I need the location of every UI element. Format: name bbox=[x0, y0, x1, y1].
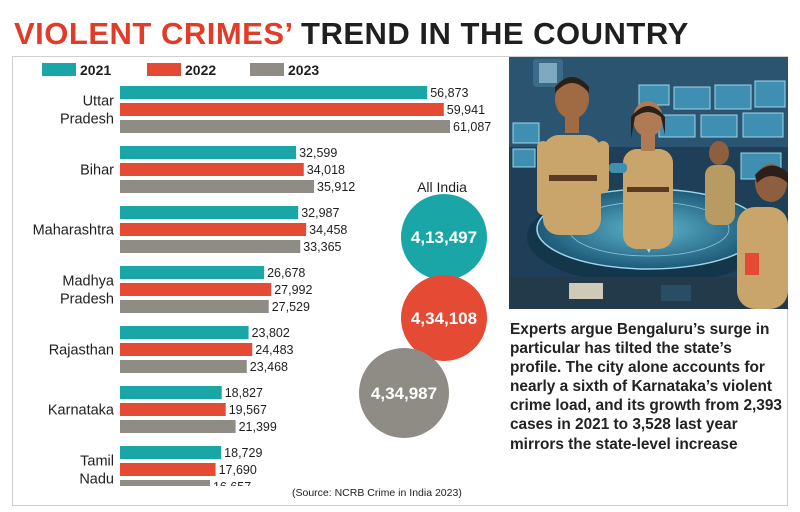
legend-label-2023: 2023 bbox=[288, 62, 319, 78]
bar-value-label: 23,802 bbox=[252, 326, 290, 340]
bar-value-label: 32,599 bbox=[299, 146, 337, 160]
bar-2022 bbox=[120, 223, 307, 236]
bar-value-label: 33,365 bbox=[303, 240, 341, 254]
all-india-circle-2022 bbox=[401, 275, 487, 361]
bar-2023 bbox=[120, 300, 269, 313]
bar-value-label: 21,399 bbox=[239, 420, 277, 434]
bar-2021 bbox=[120, 266, 265, 279]
bar-value-label: 35,912 bbox=[317, 180, 355, 194]
legend-label-2021: 2021 bbox=[80, 62, 111, 78]
bar-value-label: 19,567 bbox=[229, 403, 267, 417]
legend-swatch-2023 bbox=[250, 63, 284, 76]
category-label: Tamil bbox=[80, 454, 114, 470]
bar-value-label: 24,483 bbox=[255, 343, 293, 357]
source-note: (Source: NCRB Crime in India 2023) bbox=[292, 487, 462, 499]
bar-value-label: 18,827 bbox=[225, 386, 263, 400]
category-label: Karnataka bbox=[48, 403, 115, 419]
bar-2022 bbox=[120, 163, 304, 176]
bar-value-label: 27,529 bbox=[272, 300, 310, 314]
category-label: Pradesh bbox=[60, 112, 114, 128]
bar-value-label: 56,873 bbox=[430, 86, 468, 100]
bar-value-label: 34,458 bbox=[309, 223, 347, 237]
category-label: Pradesh bbox=[60, 292, 114, 308]
bar-2023 bbox=[120, 480, 210, 486]
caption-text: Experts argue Bengaluru’s surge in parti… bbox=[510, 321, 782, 453]
bar-2023 bbox=[120, 420, 236, 433]
category-label: Rajasthan bbox=[49, 343, 114, 359]
all-india-value-2021: 4,13,497 bbox=[411, 228, 477, 247]
bar-value-label: 23,468 bbox=[250, 360, 288, 374]
bar-value-label: 18,729 bbox=[224, 446, 262, 460]
bar-2021 bbox=[120, 386, 222, 399]
bar-2022 bbox=[120, 403, 226, 416]
legend-swatch-2022 bbox=[147, 63, 181, 76]
bar-2021 bbox=[120, 206, 299, 219]
bar-2023 bbox=[120, 240, 301, 253]
all-india-value-2022: 4,34,108 bbox=[411, 309, 477, 328]
bar-value-label: 17,690 bbox=[219, 463, 257, 477]
bar-2023 bbox=[120, 120, 450, 133]
title-highlight: VIOLENT CRIMES’ bbox=[14, 16, 292, 51]
bar-value-label: 59,941 bbox=[447, 103, 485, 117]
bar-2021 bbox=[120, 146, 297, 159]
all-india-label: All India bbox=[417, 179, 467, 195]
bar-2022 bbox=[120, 343, 253, 356]
category-label: Maharashtra bbox=[33, 223, 115, 239]
bar-chart: 2021 2022 2023 Uttar Pradesh 56,873 59,941 61,0… bbox=[33, 62, 491, 487]
control-room-illustration bbox=[509, 57, 788, 309]
title-rest: TREND IN THE COUNTRY bbox=[301, 16, 689, 51]
bar-2021 bbox=[120, 446, 222, 459]
bar-value-label: 34,018 bbox=[307, 163, 345, 177]
category-label: Madhya bbox=[62, 274, 115, 290]
bar-2023 bbox=[120, 360, 247, 373]
bar-2023 bbox=[120, 180, 315, 193]
legend-label-2022: 2022 bbox=[185, 62, 216, 78]
bar-value-label: 32,987 bbox=[301, 206, 339, 220]
page-title: VIOLENT CRIMES’ TREND IN THE COUNTRY bbox=[14, 18, 689, 49]
legend-swatch-2021 bbox=[42, 63, 76, 76]
bar-2021 bbox=[120, 86, 428, 99]
bar-2022 bbox=[120, 103, 444, 116]
all-india-circle-2023 bbox=[359, 348, 449, 438]
bar-value-label: 16,657 bbox=[213, 480, 251, 486]
bar-2022 bbox=[120, 463, 216, 476]
category-label: Bihar bbox=[80, 163, 114, 179]
bar-2021 bbox=[120, 326, 249, 339]
all-india-value-2023: 4,34,987 bbox=[371, 384, 437, 403]
all-india-circle-2021 bbox=[401, 194, 487, 280]
bar-value-label: 61,087 bbox=[453, 120, 491, 134]
bar-2022 bbox=[120, 283, 272, 296]
category-label: Nadu bbox=[79, 472, 114, 487]
category-label: Uttar bbox=[83, 94, 115, 110]
bar-value-label: 27,992 bbox=[274, 283, 312, 297]
bar-value-label: 26,678 bbox=[267, 266, 305, 280]
